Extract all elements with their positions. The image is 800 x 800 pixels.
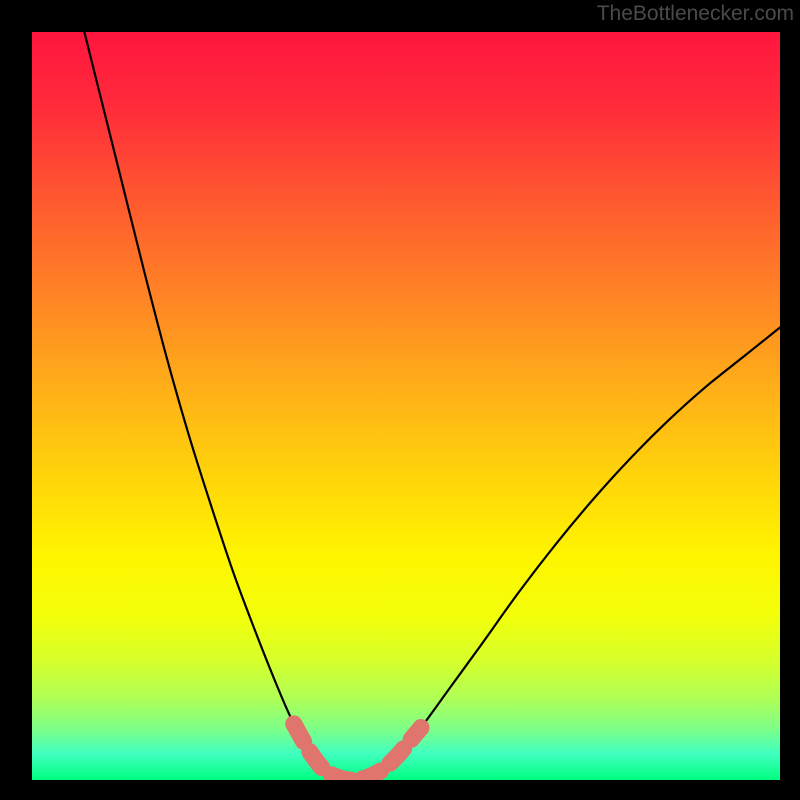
plot-area: [32, 32, 780, 780]
bottleneck-curve: [84, 32, 780, 780]
highlight-end-marker: [285, 715, 302, 732]
plot-svg-overlay: [32, 32, 780, 780]
watermark-text: TheBottlenecker.com: [597, 2, 794, 26]
highlight-segment: [294, 724, 421, 780]
highlight-end-marker: [412, 719, 429, 736]
chart-stage: TheBottlenecker.com: [0, 0, 800, 800]
